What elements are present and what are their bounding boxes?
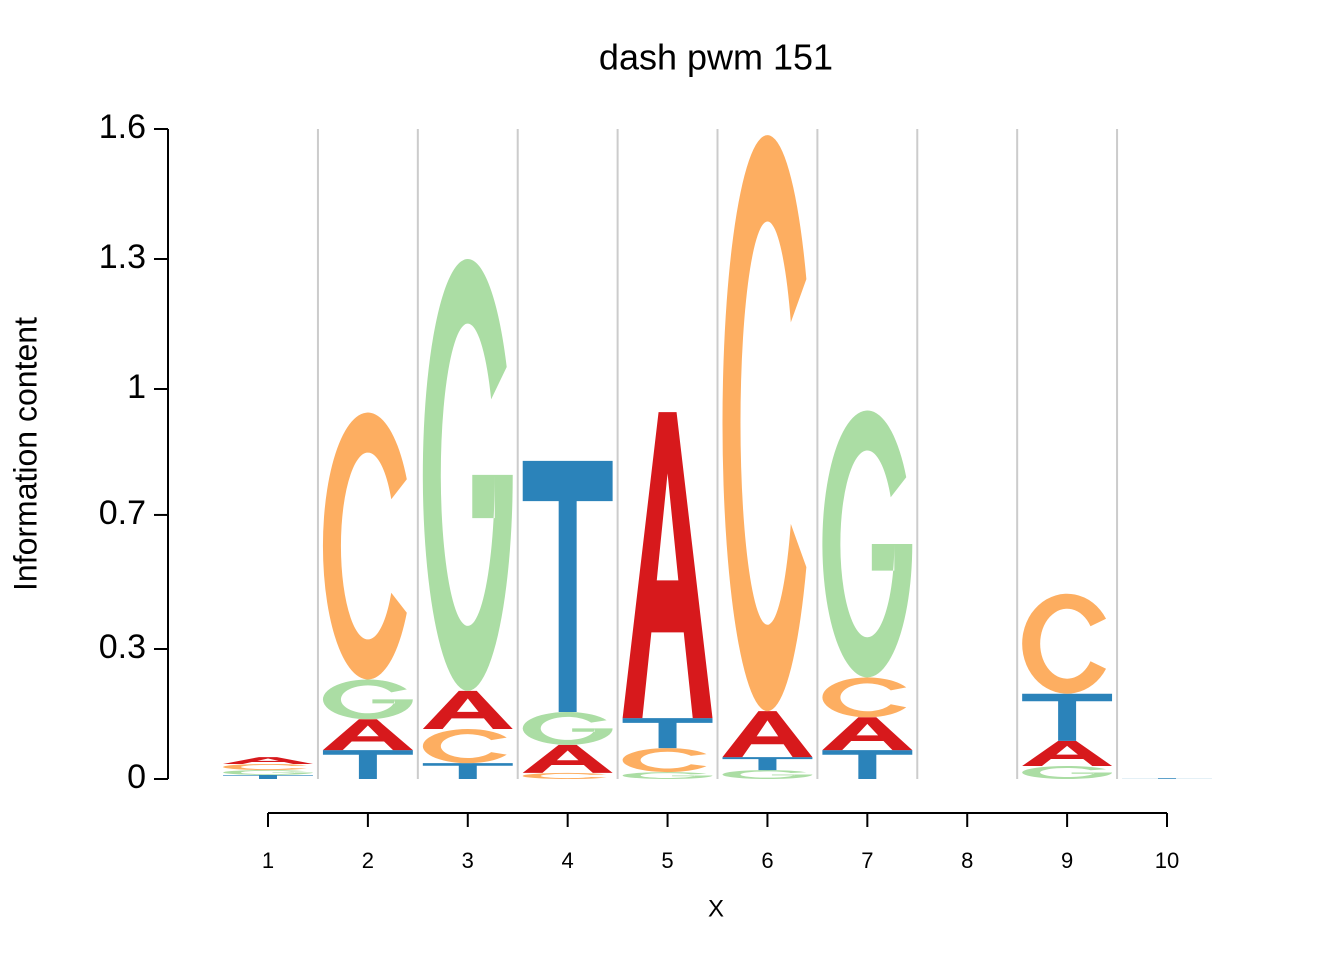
letter-g: [722, 770, 813, 780]
letter-g: [822, 410, 913, 678]
y-axis-label: Information content: [7, 317, 43, 591]
letter-t: [822, 750, 913, 779]
letter-a: [1022, 740, 1113, 766]
y-tick-label: 0: [127, 758, 146, 796]
x-tick-label: 5: [661, 848, 673, 873]
letter-t: [722, 757, 813, 771]
letter-g: [522, 711, 613, 745]
letter-g: [422, 259, 513, 691]
x-tick-label: 8: [961, 848, 973, 873]
letter-t: [223, 774, 313, 779]
y-tick-label: 1.6: [99, 108, 146, 146]
column-separators: [316, 129, 1119, 779]
letter-a: [422, 690, 513, 730]
letter-a: [223, 757, 313, 764]
letter-t: [1022, 693, 1113, 741]
chart-title: dash pwm 151: [599, 37, 833, 78]
x-tick-label: 6: [761, 848, 773, 873]
letter-c: [622, 748, 707, 773]
letter-g: [322, 679, 413, 720]
letter-c: [1022, 593, 1107, 694]
x-tick-label: 1: [262, 848, 274, 873]
letter-a: [522, 744, 613, 773]
letter-a: [822, 717, 913, 751]
letter-c: [322, 412, 407, 680]
letter-t: [622, 718, 713, 749]
letter-g: [223, 770, 313, 775]
letter-c: [822, 677, 907, 718]
letter-g: [1022, 766, 1113, 780]
x-axis-label: X: [708, 895, 724, 922]
letter-t: [422, 763, 513, 779]
letter-a: [622, 412, 713, 719]
y-tick-label: 1: [127, 368, 146, 406]
x-tick-label: 7: [861, 848, 873, 873]
x-tick-label: 2: [362, 848, 374, 873]
letter-a: [722, 711, 813, 758]
x-tick-label: 4: [562, 848, 574, 873]
letter-c: [722, 135, 807, 712]
y-tick-label: 0.7: [99, 494, 146, 532]
letter-t: [522, 460, 613, 712]
letter-a: [322, 719, 413, 751]
x-tick-label: 10: [1155, 848, 1179, 873]
y-tick-label: 1.3: [99, 238, 146, 276]
letter-c: [522, 772, 607, 779]
axes: 0 0.3 0.7 1 1.3 1.6 1 2 3 4 5 6 7 8 9 10: [99, 108, 1180, 873]
letter-c: [223, 763, 307, 771]
letters: [223, 135, 1212, 780]
x-tick-label: 3: [462, 848, 474, 873]
letter-t: [1122, 778, 1212, 779]
letter-c: [422, 729, 507, 764]
letter-t: [322, 750, 413, 779]
y-tick-label: 0.3: [99, 628, 146, 666]
letter-g: [622, 772, 713, 780]
x-tick-label: 9: [1061, 848, 1073, 873]
